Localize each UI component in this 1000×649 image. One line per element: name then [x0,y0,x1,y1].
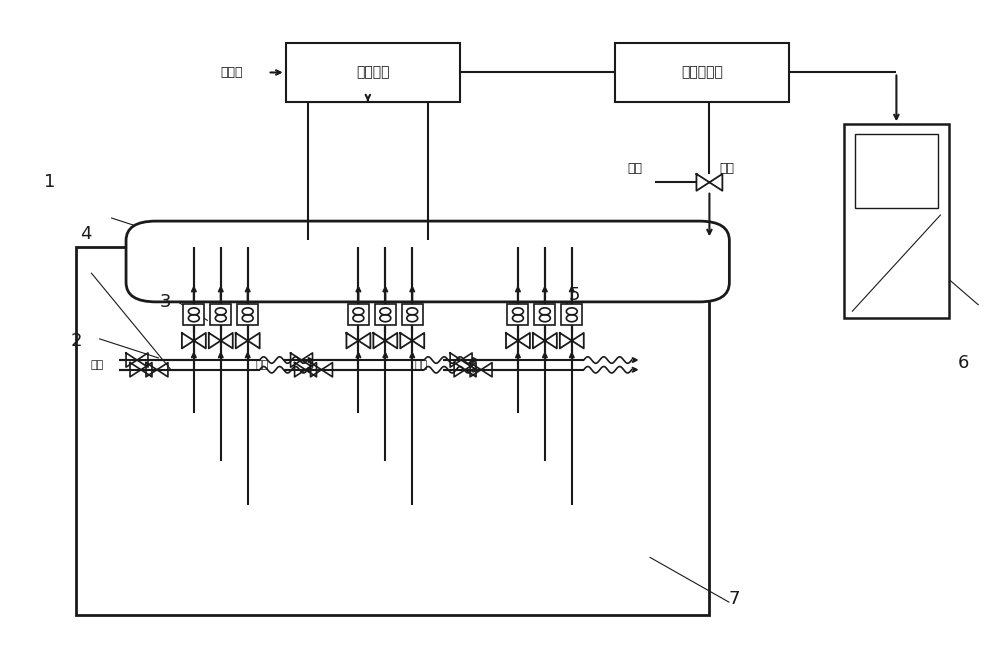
Text: 反吹: 反吹 [255,360,268,370]
Text: 标气: 标气 [627,162,642,175]
Bar [286,43,460,101]
Text: 7: 7 [729,590,740,608]
Text: 反吹: 反吹 [90,360,104,370]
Text: 3: 3 [160,293,172,311]
Bar [855,134,938,208]
Bar [561,304,582,325]
Text: 探头控制器: 探头控制器 [681,66,723,79]
Text: 反吹: 反吹 [720,162,735,175]
Text: 2: 2 [70,332,82,350]
Bar [348,304,369,325]
Bar [375,304,396,325]
Bar [402,304,423,325]
Bar [615,43,789,101]
FancyBboxPatch shape [126,221,729,302]
Bar [507,304,528,325]
Bar [237,304,258,325]
Bar [76,247,709,615]
Text: 5: 5 [569,286,581,304]
Text: 4: 4 [80,225,92,243]
Bar [534,304,555,325]
Text: 1: 1 [44,173,55,191]
Bar [210,304,231,325]
Text: 稀释单元: 稀释单元 [356,66,390,79]
Text: 6: 6 [958,354,969,373]
Bar [183,304,204,325]
Bar [844,124,949,318]
Text: 稀释气: 稀释气 [221,66,243,79]
Text: 反吹: 反吹 [415,360,428,370]
